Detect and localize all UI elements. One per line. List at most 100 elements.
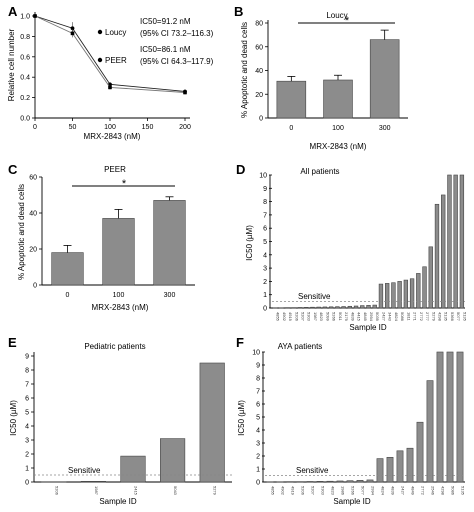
bar (376, 458, 384, 483)
panel-title: AYA patients (278, 342, 323, 351)
bar (403, 279, 409, 309)
bar (422, 266, 427, 309)
y-tick-label: 0 (259, 116, 263, 123)
x-tick-label: 0 (66, 292, 70, 299)
y-tick-label: 9 (25, 354, 29, 361)
y-axis-label: Relative cell number (7, 28, 16, 101)
bar (51, 252, 84, 286)
y-tick-label: 8 (256, 376, 260, 383)
bar (353, 305, 359, 309)
y-tick-label: 9 (256, 363, 260, 370)
y-tick-label: 5 (263, 239, 267, 246)
y-tick-label: 7 (25, 382, 29, 389)
bar (459, 174, 465, 309)
sample-id-label: 4855 (271, 486, 276, 496)
sample-id-label: 4919 (291, 486, 296, 496)
y-tick-label: 4 (256, 428, 260, 435)
data-point (33, 14, 37, 18)
bar (416, 421, 424, 483)
y-tick-label: 0 (33, 283, 37, 290)
panel-a: A 0.0 0.2 0.4 0.6 0.8 1.0 0 50 100 150 200 Relativ… (7, 4, 214, 141)
bar (446, 351, 454, 483)
y-axis-label: % Apoptotic and dead cells (17, 184, 26, 280)
sample-id-label: 5303 (307, 312, 312, 322)
sample-id-label: 4849 (363, 312, 368, 322)
bar (406, 447, 414, 483)
panel-f: F AYA patients 0 1 2 3 4 5 6 7 8 9 10 4855 4902 4919 5… (236, 335, 466, 506)
panel-e: E Pediatric patients 0 1 2 3 4 5 6 7 8 9 5206 1987 2… (8, 335, 232, 506)
significance-star: * (122, 178, 127, 190)
x-axis-label: MRX-2843 (nM) (310, 142, 367, 151)
y-tick-label: 9 (263, 186, 267, 193)
bar (416, 273, 421, 309)
sample-id-label: 4839 (350, 312, 355, 322)
y-tick-label: 5 (25, 410, 29, 417)
y-tick-label: 4 (263, 252, 267, 259)
bar (316, 481, 324, 483)
bar (426, 380, 434, 483)
bar (306, 481, 314, 483)
y-tick-label: 0.4 (20, 75, 30, 82)
sample-id-label: 5135 (461, 486, 466, 496)
panel-letter: D (236, 162, 245, 177)
y-tick-label: 2 (256, 454, 260, 461)
x-tick-label: 200 (179, 124, 191, 131)
bar (385, 283, 390, 309)
y-tick-label: 80 (255, 21, 263, 28)
data-point (108, 85, 112, 90)
sample-id-label: 5207 (301, 312, 306, 322)
x-tick-label: 150 (142, 124, 154, 131)
bar (378, 283, 384, 309)
bar (341, 306, 346, 309)
sample-id-label: 4849 (411, 486, 416, 496)
panel-title: Pediatric patients (84, 342, 145, 351)
y-tick-label: 7 (256, 389, 260, 396)
panel-letter: E (8, 335, 17, 350)
bar (304, 307, 309, 309)
y-tick-label: 40 (29, 211, 37, 218)
bar (453, 174, 458, 309)
sample-id-label: 2427 (401, 486, 406, 496)
y-tick-label: 8 (263, 199, 267, 206)
bar (396, 450, 404, 483)
bar (347, 305, 352, 309)
sample-id-label: 2415 (134, 486, 139, 496)
y-tick-label: 0.2 (20, 95, 30, 102)
sample-id-label: 2546 (431, 486, 436, 496)
sample-id-label: 4824 (394, 312, 399, 322)
x-tick-label: 100 (332, 125, 344, 132)
panel-title: All patients (300, 167, 339, 176)
series-line-peer (34, 15, 186, 93)
sample-id-label: 5043 (173, 486, 178, 496)
sample-id-label: 5086 (451, 486, 456, 496)
sample-id-label: 5039 (375, 312, 380, 322)
legend-label-loucy: Loucy (105, 28, 126, 37)
y-tick-label: 6 (263, 226, 267, 233)
panel-letter: A (8, 4, 18, 19)
y-axis-label: % Apoptotic and dead cells (240, 22, 249, 118)
y-tick-label: 20 (29, 247, 37, 254)
sample-id-label: 5266 (332, 312, 337, 322)
bar (366, 305, 371, 309)
panel-letter: B (234, 4, 243, 19)
sample-id-label: 1987 (313, 312, 318, 322)
sample-id-label: 5366 (450, 312, 455, 322)
bar (323, 79, 353, 119)
sample-id-label: 4824 (381, 486, 386, 496)
y-tick-label: 5 (256, 415, 260, 422)
y-tick-label: 3 (256, 441, 260, 448)
bar (199, 362, 225, 483)
data-point (70, 26, 75, 31)
legend-marker-loucy (97, 29, 103, 35)
panel-letter: F (236, 335, 244, 350)
bar (102, 218, 135, 286)
sample-id-label: 1986 (341, 486, 346, 496)
sample-id-label: 2771 (413, 312, 418, 322)
bar (436, 351, 444, 483)
panel-letter: C (8, 162, 18, 177)
y-tick-label: 1 (256, 467, 260, 474)
sensitive-label: Sensitive (298, 292, 331, 301)
y-axis-label: IC50 (µM) (245, 225, 254, 261)
sample-id-label: 5279 (213, 486, 218, 496)
bar (356, 480, 364, 483)
